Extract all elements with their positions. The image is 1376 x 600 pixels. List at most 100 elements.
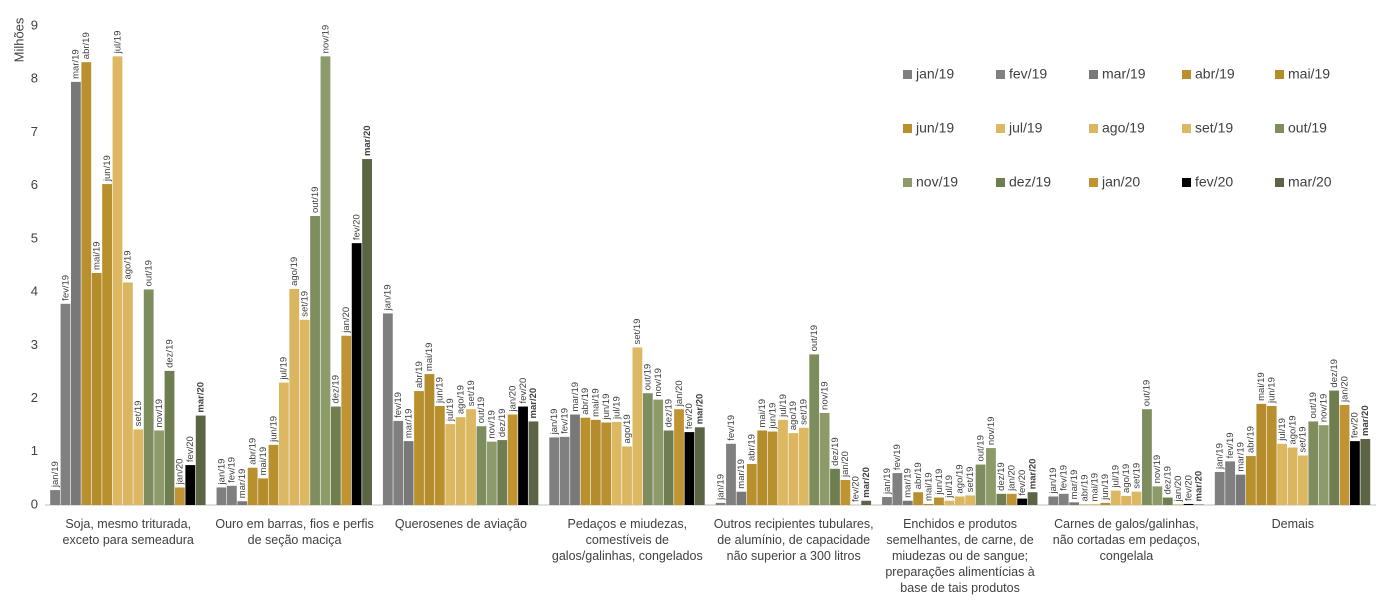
x-tick-label: Outros recipientes tubulares, de alumínio… xyxy=(714,517,874,563)
x-tick-line: não superior a 300 litros xyxy=(727,549,861,563)
data-label: fev/19 xyxy=(227,457,238,483)
bar xyxy=(954,496,965,505)
x-tick-line: de seção maciça xyxy=(248,533,342,547)
data-label: jan/20 xyxy=(507,386,518,413)
data-label: jan/20 xyxy=(341,307,352,334)
bar xyxy=(1048,496,1059,505)
y-tick-label: 2 xyxy=(31,390,38,405)
data-label: nov/19 xyxy=(154,399,165,428)
data-label: mai/19 xyxy=(1090,473,1101,502)
data-label: mai/19 xyxy=(92,241,103,270)
bar xyxy=(913,492,924,505)
bar xyxy=(476,426,487,505)
data-label: ago/19 xyxy=(1121,464,1132,493)
data-label: out/19 xyxy=(1308,392,1319,418)
bar xyxy=(1329,390,1340,505)
data-label: fev/20 xyxy=(684,403,695,429)
data-label: abr/19 xyxy=(247,438,258,465)
x-tick-line: Soja, mesmo triturada, xyxy=(65,517,191,531)
bar xyxy=(663,430,674,505)
bar xyxy=(840,479,851,505)
bar xyxy=(798,427,809,505)
x-tick-label: Pedaços e miudezas, comestíveis de galos/g… xyxy=(552,517,703,563)
data-label: jul/19 xyxy=(778,394,789,418)
bar xyxy=(518,406,528,505)
bar xyxy=(1246,456,1256,505)
legend-swatch xyxy=(1275,124,1284,133)
data-label: jun/19 xyxy=(1267,377,1278,404)
data-label: set/19 xyxy=(466,380,477,406)
data-label: out/19 xyxy=(476,397,487,423)
legend-swatch xyxy=(1089,70,1098,79)
data-label: jan/19 xyxy=(882,468,893,495)
data-label: fev/19 xyxy=(1225,432,1236,458)
data-label: mar/19 xyxy=(903,468,914,498)
bar xyxy=(414,391,424,505)
bar xyxy=(559,436,570,505)
data-label: dez/19 xyxy=(497,409,508,438)
bar xyxy=(1266,406,1277,505)
data-label: set/19 xyxy=(133,401,144,427)
legend-label: mai/19 xyxy=(1288,66,1330,82)
data-label: ago/19 xyxy=(1287,415,1298,444)
data-label: abr/19 xyxy=(1079,475,1090,502)
data-label: out/19 xyxy=(144,260,155,286)
bar xyxy=(434,406,445,505)
bar xyxy=(1350,441,1360,505)
bar xyxy=(195,415,206,505)
bar xyxy=(497,440,508,505)
bar xyxy=(424,374,435,505)
bar xyxy=(830,468,840,505)
data-label: jan/19 xyxy=(50,461,61,488)
bar xyxy=(486,441,497,505)
data-label: jan/19 xyxy=(1215,443,1226,470)
bar xyxy=(1162,497,1173,505)
data-label: mar/19 xyxy=(71,49,82,79)
x-tick-line: Ouro em barras, fios e perfis xyxy=(215,517,373,531)
bar xyxy=(102,184,112,505)
x-tick-line: Querosenes de aviação xyxy=(395,517,527,531)
bar xyxy=(226,485,237,505)
legend-swatch xyxy=(1275,70,1284,79)
data-label: mar/20 xyxy=(1027,459,1038,490)
x-tick-line: semelhantes, de carne, de xyxy=(886,533,1033,547)
data-label: ago/19 xyxy=(955,464,966,493)
legend-label: fev/19 xyxy=(1009,66,1047,82)
bar xyxy=(580,417,591,505)
data-label: dez/19 xyxy=(1163,466,1174,495)
legend-label: ago/19 xyxy=(1102,120,1145,136)
bar xyxy=(164,370,175,505)
data-label: jul/19 xyxy=(445,398,456,422)
data-label: abr/19 xyxy=(1246,426,1257,453)
data-label: mar/19 xyxy=(1069,470,1080,500)
bar xyxy=(1027,492,1038,505)
legend-swatch xyxy=(1089,178,1098,187)
bar xyxy=(1110,490,1121,505)
x-tick-line: Outros recipientes tubulares, xyxy=(714,517,874,531)
data-label: jan/19 xyxy=(1048,468,1059,495)
data-label: set/19 xyxy=(1298,427,1309,453)
y-tick-label: 8 xyxy=(31,71,38,86)
x-tick-line: comestíveis de xyxy=(586,533,669,547)
x-tick-line: de alumínio, de capacidade xyxy=(717,533,870,547)
x-tick-line: congelala xyxy=(1100,549,1154,563)
legend-label: jul/19 xyxy=(1008,120,1043,136)
data-label: abr/19 xyxy=(747,434,758,461)
bar xyxy=(81,62,92,506)
legend-label: mar/19 xyxy=(1102,66,1146,82)
legend-label: jun/19 xyxy=(915,120,954,136)
bar xyxy=(1225,461,1236,505)
y-tick-label: 0 xyxy=(31,496,38,511)
data-label: fev/20 xyxy=(518,378,529,404)
data-label: mai/19 xyxy=(923,472,934,501)
data-label: set/19 xyxy=(965,467,976,493)
data-label: set/19 xyxy=(799,399,810,425)
legend-label: abr/19 xyxy=(1195,66,1235,82)
x-tick-line: miudezas ou de sangue; xyxy=(892,549,1028,563)
bar xyxy=(278,382,289,505)
x-tick-label: Demais xyxy=(1272,517,1314,531)
data-label: nov/19 xyxy=(487,410,498,439)
data-label: jul/19 xyxy=(1277,418,1288,442)
bar xyxy=(1318,425,1329,505)
data-label: mar/19 xyxy=(570,382,581,412)
